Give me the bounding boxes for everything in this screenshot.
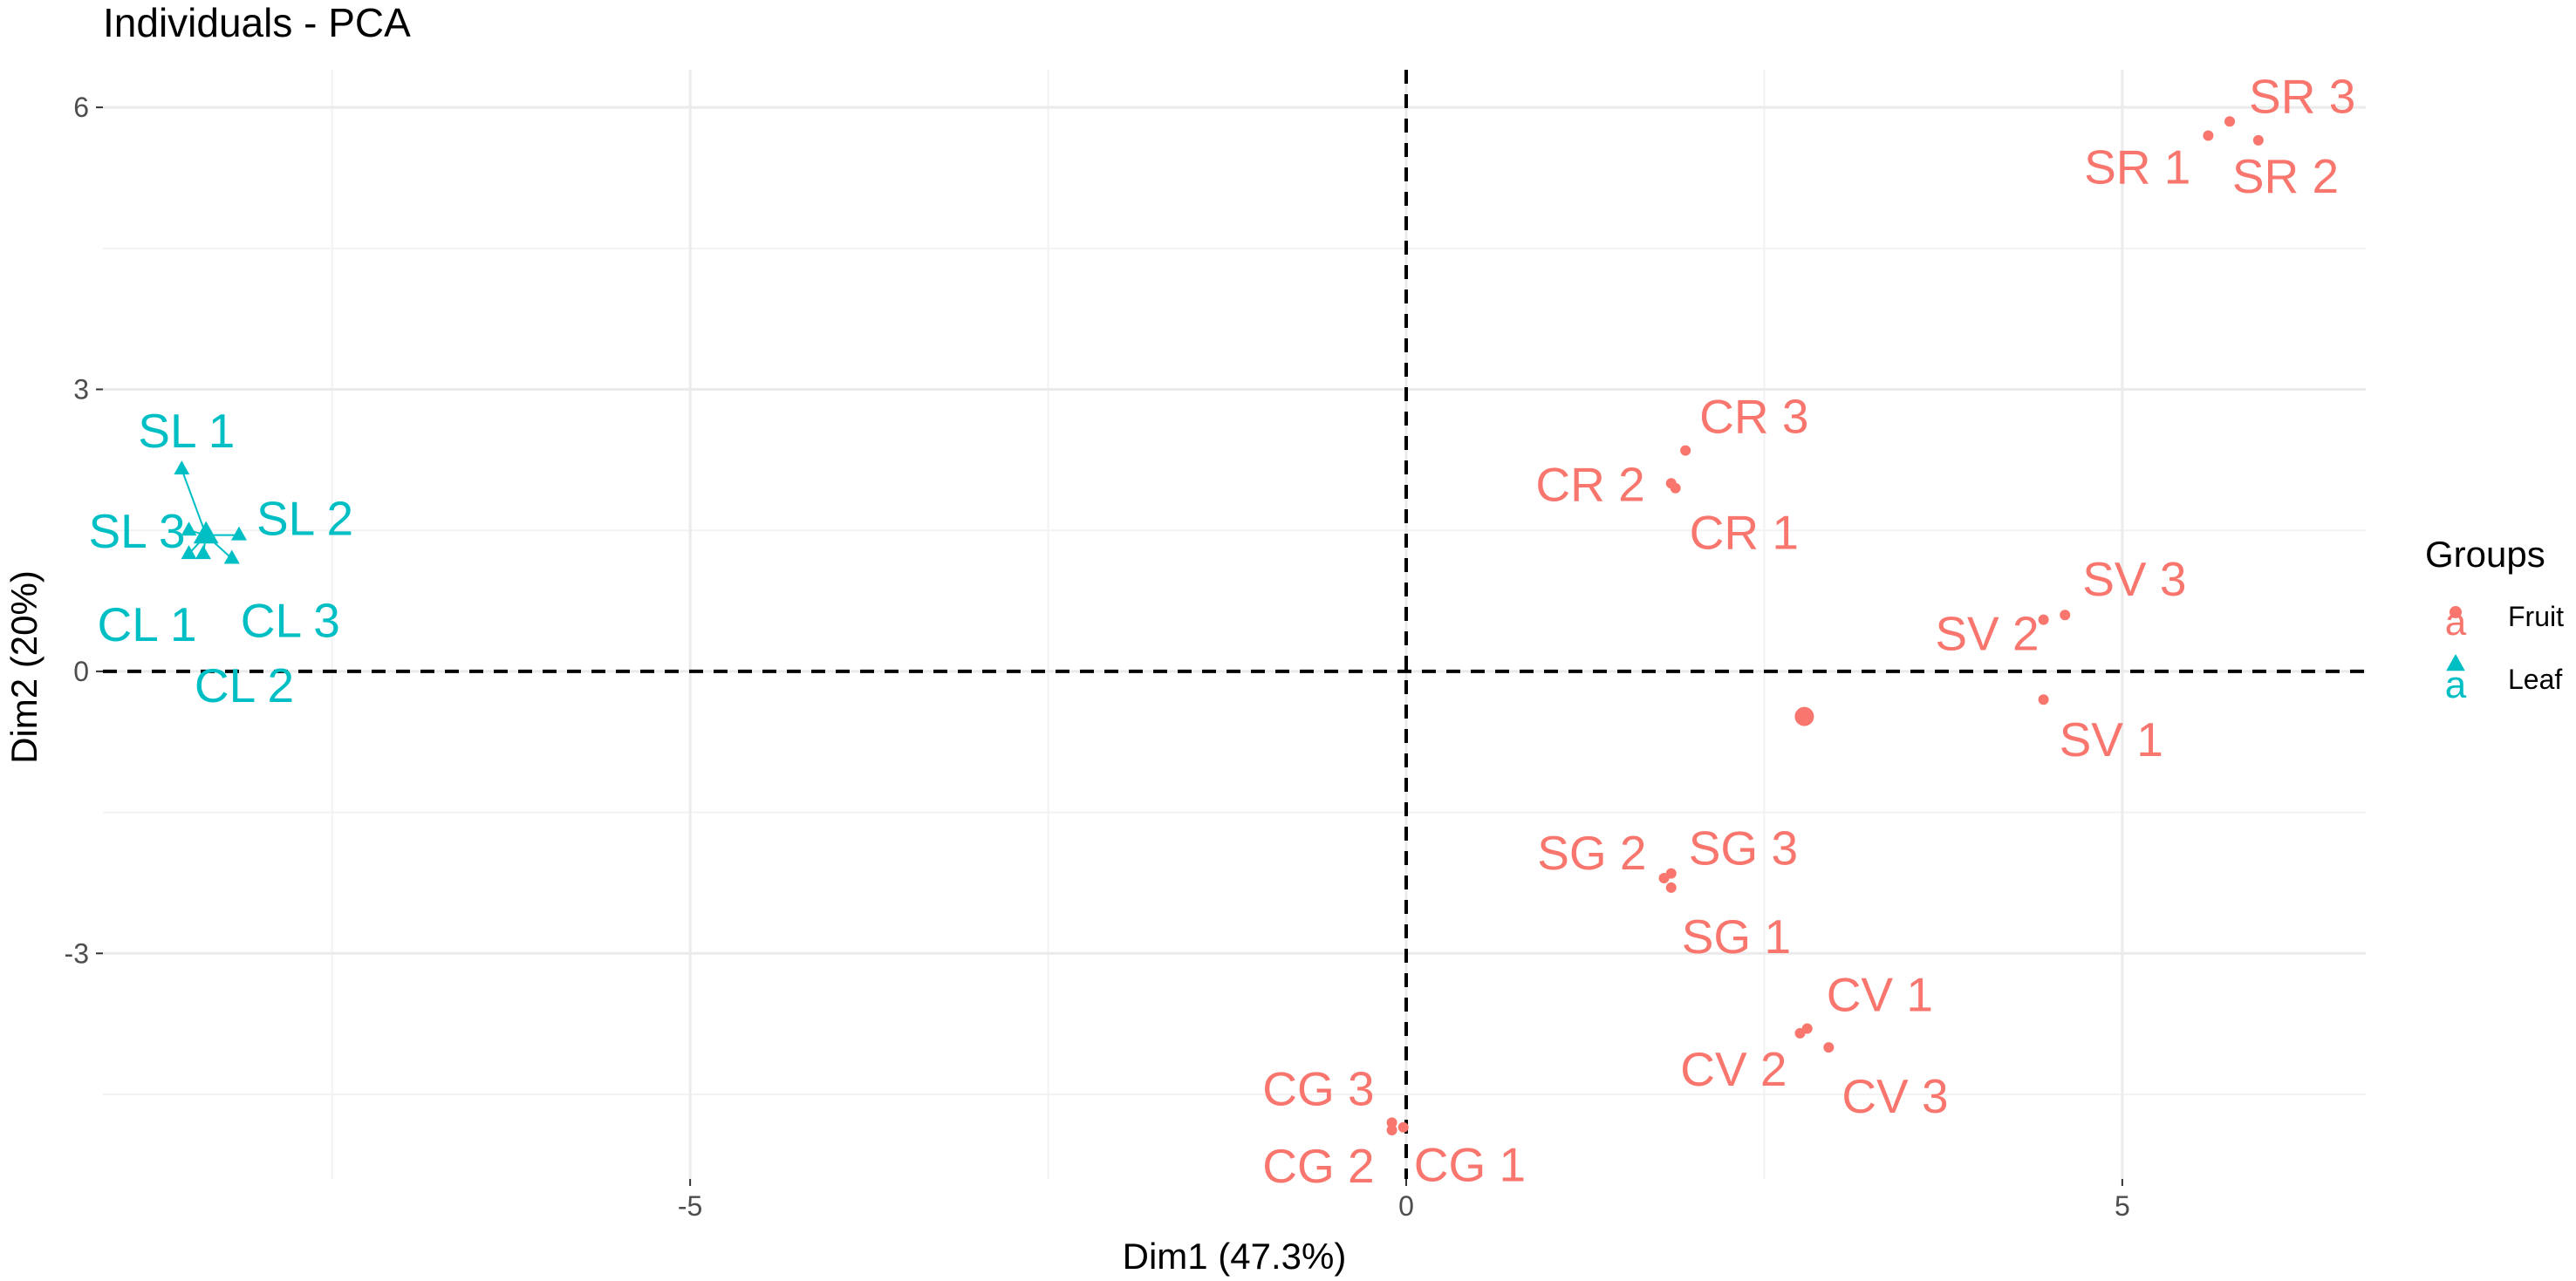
legend-label-fruit: Fruit	[2508, 601, 2564, 632]
point-sr-2	[2252, 134, 2264, 146]
point-label-sr-3: SR 3	[2249, 69, 2355, 123]
data-points	[174, 116, 2264, 1135]
point-sg-1	[1665, 882, 1677, 893]
x-axis-ticks: -5 0 5	[678, 1179, 2130, 1222]
point-label-cl-1: CL 1	[98, 597, 197, 651]
point-label-sv-3: SV 3	[2082, 552, 2186, 606]
x-tick-label: -5	[678, 1190, 702, 1222]
legend-key-leaf-symbol: a	[2445, 664, 2467, 706]
point-sr-3	[2224, 116, 2236, 127]
point-label-sg-1: SG 1	[1682, 910, 1791, 964]
point-label-sg-3: SG 3	[1689, 821, 1798, 876]
y-tick-label: -3	[65, 937, 89, 969]
point-label-cv-3: CV 3	[1841, 1069, 1948, 1123]
point-label-cr-2: CR 2	[1535, 457, 1644, 511]
point-cl-2	[195, 545, 211, 560]
point-sv-2	[2038, 614, 2049, 625]
legend-key-leaf-shape	[2446, 654, 2465, 671]
grid-minor	[103, 70, 2366, 1179]
centroid-fruit	[1794, 706, 1814, 726]
x-tick-label: 5	[2115, 1190, 2130, 1222]
point-cr-1	[1670, 482, 1681, 494]
point-label-cl-2: CL 2	[195, 658, 294, 712]
y-axis-title: Dim2 (20%)	[3, 570, 44, 764]
point-label-sr-2: SR 2	[2232, 149, 2339, 203]
centroid-leaf	[193, 521, 219, 544]
centroid-connector	[181, 468, 208, 535]
point-cg-3	[1386, 1117, 1397, 1128]
reference-lines	[103, 70, 2366, 1179]
point-cr-3	[1680, 445, 1691, 456]
point-label-cg-3: CG 3	[1262, 1061, 1374, 1115]
point-label-cl-3: CL 3	[241, 594, 340, 648]
point-sg-3	[1665, 868, 1677, 879]
point-label-sg-2: SG 2	[1537, 826, 1646, 880]
point-label-sv-2: SV 2	[1935, 607, 2039, 661]
x-tick-label: 0	[1398, 1190, 1414, 1222]
point-cl-1	[181, 545, 197, 560]
point-label-cg-2: CG 2	[1262, 1139, 1374, 1193]
chart-title: Individuals - PCA	[103, 0, 411, 45]
point-cg-2	[1386, 1124, 1397, 1135]
y-axis-ticks: -3 0 3 6	[65, 92, 103, 969]
point-labels: SR 3 SR 1 SR 2 CR 3 CR 2 CR 1 SV 3 SV 2 SV 1 SG 2…	[89, 69, 2356, 1193]
point-label-sl-2: SL 2	[256, 492, 353, 546]
point-label-cg-1: CG 1	[1414, 1138, 1526, 1192]
point-sl-2	[230, 526, 247, 541]
point-sv-1	[2038, 694, 2049, 705]
legend: Groups a Fruit a Leaf	[2425, 534, 2564, 706]
point-cv-2	[1794, 1027, 1806, 1039]
y-tick-label: 6	[73, 92, 89, 123]
y-tick-label: 3	[73, 374, 89, 405]
point-label-cr-1: CR 1	[1690, 506, 1799, 560]
point-sv-3	[2060, 610, 2071, 621]
point-sl-1	[174, 460, 190, 475]
y-tick-label: 0	[73, 656, 89, 687]
point-label-cr-3: CR 3	[1699, 390, 1808, 444]
legend-title: Groups	[2425, 534, 2545, 575]
point-sl-3	[181, 521, 197, 536]
point-cv-3	[1823, 1042, 1835, 1053]
centroid-connectors	[181, 468, 239, 560]
point-label-sv-1: SV 1	[2060, 712, 2163, 767]
point-label-sl-1: SL 1	[138, 404, 235, 458]
legend-key-fruit-shape	[2450, 606, 2462, 618]
point-cl-3	[223, 549, 240, 564]
point-sr-1	[2203, 130, 2214, 141]
point-label-cv-2: CV 2	[1680, 1042, 1787, 1096]
point-cg-1	[1397, 1121, 1409, 1133]
point-label-sr-1: SR 1	[2084, 140, 2190, 194]
x-axis-title: Dim1 (47.3%)	[1123, 1236, 1347, 1277]
point-label-sl-3: SL 3	[89, 504, 186, 558]
point-label-cv-1: CV 1	[1827, 968, 1933, 1022]
legend-label-leaf: Leaf	[2508, 664, 2562, 695]
legend-key-fruit-symbol: a	[2445, 601, 2467, 644]
